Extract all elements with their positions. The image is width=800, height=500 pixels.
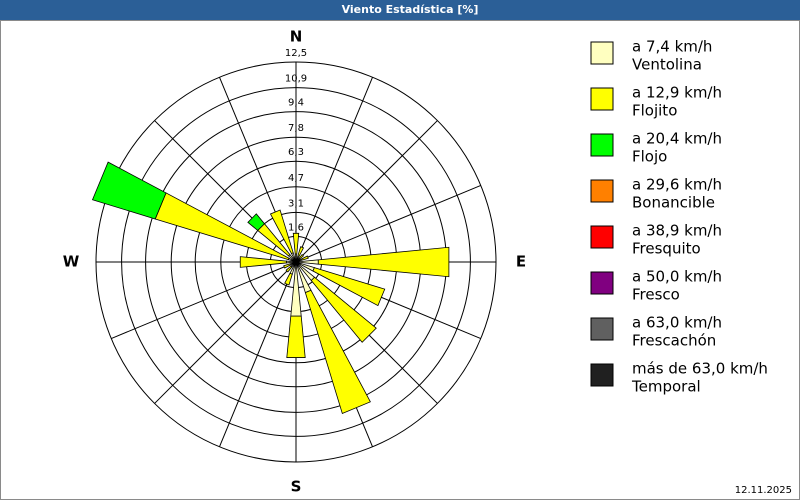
legend-description: Fresco	[632, 286, 680, 304]
legend-label: a 50,0 km/h	[632, 268, 722, 286]
ring-label: 1,6	[288, 222, 304, 233]
wind-segment	[239, 256, 287, 268]
compass-label: E	[516, 253, 526, 271]
spoke	[295, 120, 438, 263]
ring	[95, 61, 497, 463]
legend-swatch	[590, 87, 614, 111]
spoke	[295, 185, 481, 263]
legend-swatch	[590, 133, 614, 157]
legend-description: Flojo	[632, 148, 667, 166]
ring-label: 4,7	[288, 173, 304, 184]
chart-title: Viento Estadística [%]	[342, 3, 479, 16]
date-label: 12.11.2025	[735, 485, 792, 496]
compass-label: N	[290, 28, 303, 46]
legend-label: a 12,9 km/h	[632, 84, 722, 102]
ring-label: 12,5	[285, 48, 307, 59]
spoke	[154, 261, 297, 404]
title-bar	[0, 0, 800, 20]
legend-label: a 20,4 km/h	[632, 130, 722, 148]
legend-swatch	[590, 225, 614, 249]
ring	[121, 87, 471, 437]
legend-swatch	[590, 363, 614, 387]
ring-label: 3,1	[288, 198, 304, 209]
legend-description: Ventolina	[632, 56, 702, 74]
legend-description: Flojito	[632, 102, 677, 120]
ring-label: 6,3	[288, 147, 304, 158]
legend-swatch	[590, 41, 614, 65]
legend-label: a 29,6 km/h	[632, 176, 722, 194]
legend-description: Fresquito	[632, 240, 701, 258]
legend-label: a 38,9 km/h	[632, 222, 722, 240]
compass-label: S	[291, 478, 302, 496]
rose: 1,6 3,1 4,7 6,3 7,8 9,4 10,9 12,5 N E S W	[63, 28, 526, 496]
wind-segment	[317, 246, 450, 278]
spoke	[219, 261, 297, 447]
legend-description: Frescachón	[632, 332, 716, 350]
spoke	[295, 77, 373, 263]
spoke	[111, 261, 297, 339]
ring-label: 9,4	[288, 98, 304, 109]
compass-label: W	[63, 253, 80, 271]
ring-label: 7,8	[288, 123, 304, 134]
legend-description: Bonancible	[632, 194, 715, 212]
ring-label: 10,9	[285, 74, 307, 85]
legend-swatch	[590, 179, 614, 203]
legend-swatch	[590, 317, 614, 341]
legend-label: a 7,4 km/h	[632, 38, 712, 56]
legend-label: a 63,0 km/h	[632, 314, 722, 332]
wind-segment	[292, 232, 300, 255]
legend-swatch	[590, 271, 614, 295]
legend-label: más de 63,0 km/h	[632, 360, 768, 378]
wind-segment	[286, 315, 306, 358]
legend-description: Temporal	[631, 378, 701, 396]
